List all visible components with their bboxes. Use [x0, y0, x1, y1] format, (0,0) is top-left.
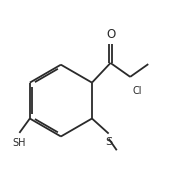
Text: SH: SH	[12, 138, 26, 148]
Text: O: O	[106, 28, 115, 41]
Text: Cl: Cl	[133, 86, 143, 96]
Text: S: S	[106, 137, 113, 147]
